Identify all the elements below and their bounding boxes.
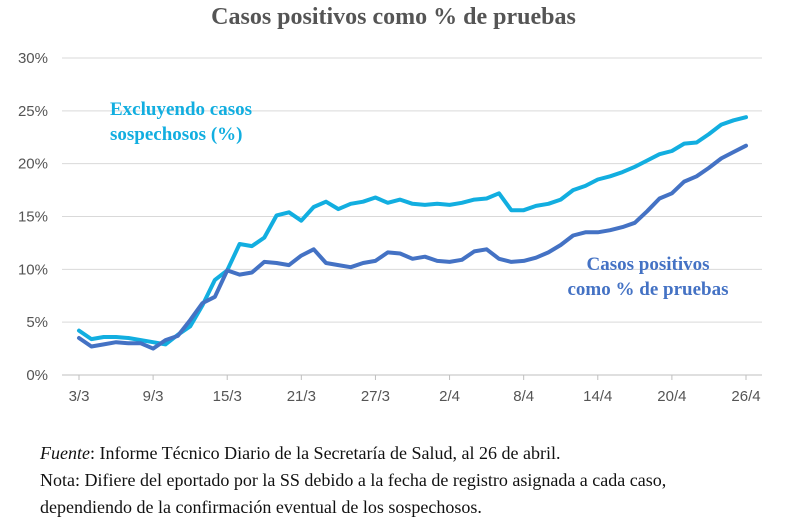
x-tick-label: 14/4 (583, 388, 612, 405)
x-tick-label: 26/4 (731, 388, 760, 405)
x-tick-label: 27/3 (361, 388, 390, 405)
grid-lines (62, 57, 762, 323)
source-text: : Informe Técnico Diario de la Secretarí… (89, 443, 561, 463)
y-tick-label: 10% (18, 261, 48, 278)
x-tick-label: 21/3 (287, 388, 316, 405)
series-label-1-line-2: sospechosos (%) (110, 124, 242, 145)
y-tick-label: 30% (18, 50, 48, 67)
chart-title: Casos positivos como % de pruebas (211, 4, 576, 30)
x-tick-label: 20/4 (657, 388, 686, 405)
note-line-1: Nota: Difiere del eportado por la SS deb… (40, 470, 667, 490)
series-label-2-line-2: como % de pruebas (568, 279, 729, 300)
x-tick-label: 2/4 (439, 388, 460, 405)
y-tick-label: 5% (26, 314, 48, 331)
series-label-2-line-1: Casos positivos (587, 254, 710, 275)
line-chart: 0% 5% 10% 15% 20% 25% 30% 3/3 9/3 15/3 21/3 27/3 2/4… (18, 50, 762, 405)
series-line-1 (77, 115, 748, 347)
x-tick-label: 3/3 (69, 388, 90, 405)
note-line-2: dependiendo de la confirmación eventual … (40, 497, 482, 517)
series-lines (77, 115, 748, 351)
x-tick-label: 15/3 (213, 388, 242, 405)
source-label: Fuente (40, 443, 90, 463)
series-line-2 (77, 143, 748, 351)
footnotes: Fuente: Informe Técnico Diario de la Sec… (40, 440, 785, 521)
x-tick-label: 9/3 (143, 388, 164, 405)
x-tick-label: 8/4 (513, 388, 534, 405)
series-label-1-line-1: Excluyendo casos (110, 99, 252, 120)
axes: 0% 5% 10% 15% 20% 25% 30% 3/3 9/3 15/3 21/3 27/3 2/4… (18, 50, 762, 405)
y-tick-label: 15% (18, 209, 48, 226)
y-tick-label: 25% (18, 103, 48, 120)
y-tick-label: 20% (18, 156, 48, 173)
series-labels: Excluyendo casos sospechosos (%) Casos pos… (110, 99, 728, 300)
source-line: Fuente: Informe Técnico Diario de la Sec… (40, 440, 785, 467)
y-tick-label: 0% (26, 367, 48, 384)
